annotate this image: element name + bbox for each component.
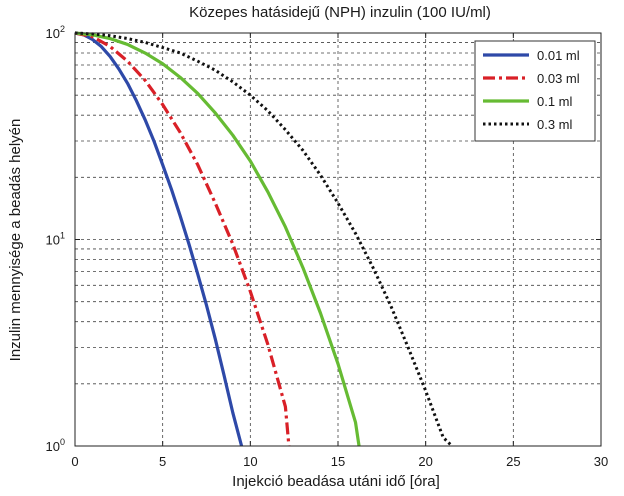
legend-label: 0.01 ml [537,48,580,63]
x-tick-label: 10 [243,454,257,469]
y-axis-label: Inzulin mennyisége a beadás helyén [7,119,24,362]
y-tick-label: 102 [46,24,65,41]
legend-label: 0.3 ml [537,117,573,132]
legend-label: 0.03 ml [537,71,580,86]
series-line-0-01-ml [74,31,244,447]
x-tick-label: 25 [506,454,520,469]
x-axis-label: Injekció beadása utáni idő [óra] [232,473,440,490]
y-tick-label: 100 [46,437,65,454]
x-tick-label: 30 [594,454,608,469]
x-tick-label: 0 [71,454,78,469]
chart-title: Közepes hatásidejű (NPH) inzulin (100 IU… [189,4,491,21]
x-tick-label: 15 [331,454,345,469]
x-tick-label: 5 [159,454,166,469]
x-tick-label: 20 [418,454,432,469]
legend-label: 0.1 ml [537,94,573,109]
y-tick-label: 101 [46,231,65,248]
series-group [74,31,454,448]
axis-ticks: 0 5 10 15 20 25 30 100 101 102 [46,24,609,469]
series-line-0-1-ml [74,31,361,447]
series-line-0-03-ml [74,31,291,447]
legend: 0.01 ml 0.03 ml 0.1 ml 0.3 ml [474,40,596,142]
